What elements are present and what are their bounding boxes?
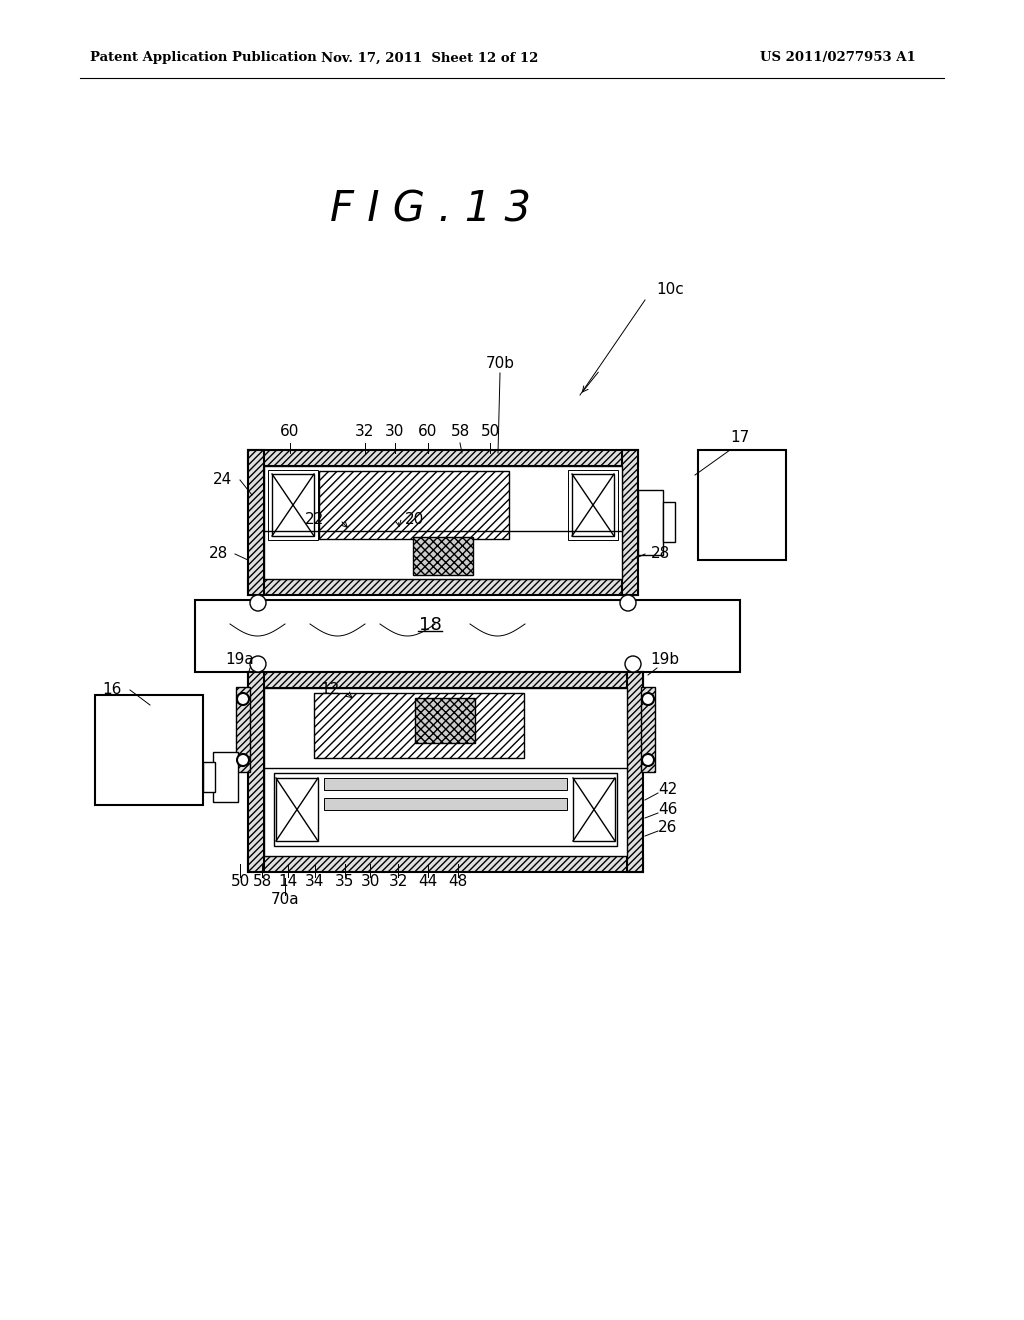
Bar	[272, 474, 314, 536]
Circle shape	[250, 656, 266, 672]
Bar	[698, 450, 786, 560]
Bar	[276, 777, 318, 841]
Text: 17: 17	[730, 430, 750, 446]
Bar	[248, 672, 643, 688]
Circle shape	[620, 595, 636, 611]
Bar	[641, 686, 655, 772]
Bar	[195, 601, 740, 672]
Text: 50: 50	[230, 874, 250, 890]
Bar	[264, 466, 622, 579]
Bar	[572, 474, 614, 536]
Bar	[314, 693, 524, 758]
Text: 30: 30	[360, 874, 380, 890]
Circle shape	[237, 693, 249, 705]
Text: 70a: 70a	[270, 892, 299, 908]
Bar	[413, 537, 473, 576]
Bar	[568, 470, 618, 540]
Bar	[324, 799, 567, 810]
Bar	[319, 471, 509, 539]
Text: 22: 22	[305, 512, 325, 528]
Text: 32: 32	[355, 425, 375, 440]
Text: 20: 20	[406, 512, 425, 528]
Bar	[236, 686, 250, 772]
Text: Nov. 17, 2011  Sheet 12 of 12: Nov. 17, 2011 Sheet 12 of 12	[322, 51, 539, 65]
Bar	[248, 579, 638, 595]
Bar	[274, 774, 617, 846]
Text: 24: 24	[212, 473, 231, 487]
Circle shape	[237, 754, 249, 766]
Text: 70b: 70b	[485, 355, 514, 371]
Text: 58: 58	[252, 874, 271, 890]
Bar	[95, 696, 203, 805]
Bar	[213, 752, 238, 803]
Bar	[248, 450, 638, 466]
Text: F I G . 1 3: F I G . 1 3	[330, 189, 530, 231]
Text: 44: 44	[419, 874, 437, 890]
Bar	[627, 672, 643, 873]
Text: 32: 32	[388, 874, 408, 890]
Text: 19a: 19a	[225, 652, 254, 668]
Text: 12: 12	[321, 682, 340, 697]
Text: 30: 30	[385, 425, 404, 440]
Circle shape	[250, 595, 266, 611]
Circle shape	[642, 754, 654, 766]
Circle shape	[642, 693, 654, 705]
Text: 35: 35	[335, 874, 354, 890]
Bar	[324, 777, 567, 789]
Bar	[264, 688, 627, 855]
Text: Patent Application Publication: Patent Application Publication	[90, 51, 316, 65]
Text: US 2011/0277953 A1: US 2011/0277953 A1	[760, 51, 915, 65]
Text: 16: 16	[102, 682, 122, 697]
Bar	[248, 450, 264, 595]
Text: 60: 60	[281, 425, 300, 440]
Text: 18: 18	[419, 616, 441, 634]
Text: 19b: 19b	[650, 652, 680, 668]
Bar	[622, 450, 638, 595]
Bar	[663, 502, 675, 543]
Text: 46: 46	[658, 803, 678, 817]
Text: 28: 28	[650, 546, 670, 561]
Text: 14: 14	[279, 874, 298, 890]
Text: 28: 28	[208, 546, 227, 561]
Text: 26: 26	[658, 821, 678, 836]
Text: 48: 48	[449, 874, 468, 890]
Circle shape	[625, 656, 641, 672]
Bar	[248, 855, 643, 873]
Bar	[415, 698, 475, 743]
Text: 60: 60	[419, 425, 437, 440]
Bar	[248, 672, 264, 873]
Text: 58: 58	[451, 425, 470, 440]
Bar	[268, 470, 318, 540]
Bar	[638, 490, 663, 554]
Text: 50: 50	[480, 425, 500, 440]
Bar	[203, 762, 215, 792]
Bar	[573, 777, 615, 841]
Text: 34: 34	[305, 874, 325, 890]
Text: 42: 42	[658, 783, 678, 797]
Text: 10c: 10c	[656, 282, 684, 297]
